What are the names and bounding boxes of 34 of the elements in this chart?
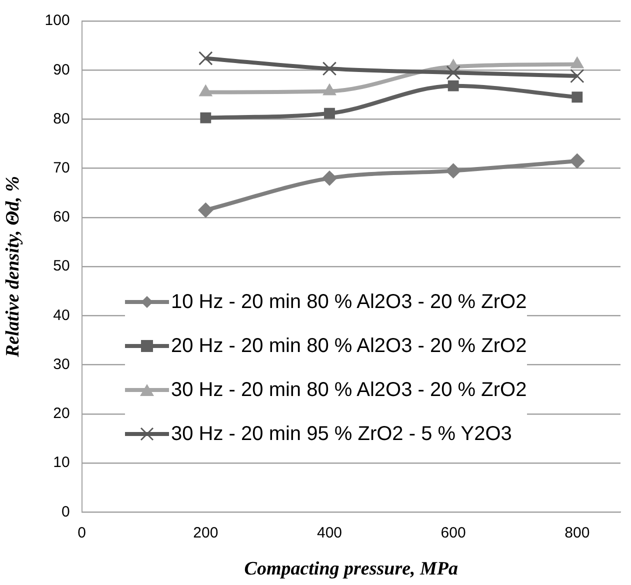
y-tick-label: 70 [53, 160, 70, 176]
legend-label: 20 Hz - 20 min 80 % Al2O3 - 20 % ZrO2 [171, 334, 527, 358]
x-tick-label: 400 [316, 524, 342, 542]
y-tick-label: 10 [53, 454, 70, 472]
point [570, 68, 584, 84]
y-tick-label: 0 [61, 503, 70, 520]
x-axis-title: Compacting pressure, MPa [244, 558, 459, 580]
x-tick-label: 0 [78, 524, 86, 542]
y-tick-label: 100 [44, 12, 70, 30]
x-tick-label: 200 [193, 524, 218, 542]
legend-label: 30 Hz - 20 min 80 % Al2O3 - 20 % ZrO2 [171, 378, 527, 402]
point [322, 62, 337, 76]
y-axis-title: Relative density, Θd, % [2, 176, 24, 358]
point [570, 153, 585, 168]
point [198, 202, 214, 218]
point [448, 80, 459, 92]
point [198, 51, 213, 66]
point [324, 108, 335, 119]
y-tick-label: 40 [53, 306, 70, 324]
y-tick-label: 20 [53, 405, 70, 422]
y-tick-label: 50 [53, 258, 70, 275]
legend-label: 10 Hz - 20 min 80 % Al2O3 - 20 % ZrO2 [171, 290, 527, 314]
y-tick-label: 80 [53, 110, 70, 128]
y-tick-label: 30 [53, 356, 70, 373]
point [572, 92, 583, 103]
point [200, 112, 212, 124]
legend-label: 30 Hz - 20 min 95 % ZrO2 - 5 % Y2O3 [171, 422, 512, 446]
point [446, 163, 461, 178]
x-tick-label: 800 [564, 524, 590, 542]
point [322, 170, 337, 186]
y-tick-label: 60 [53, 208, 70, 226]
y-tick-label: 90 [53, 61, 70, 78]
point [446, 65, 460, 80]
x-tick-label: 600 [440, 524, 466, 542]
